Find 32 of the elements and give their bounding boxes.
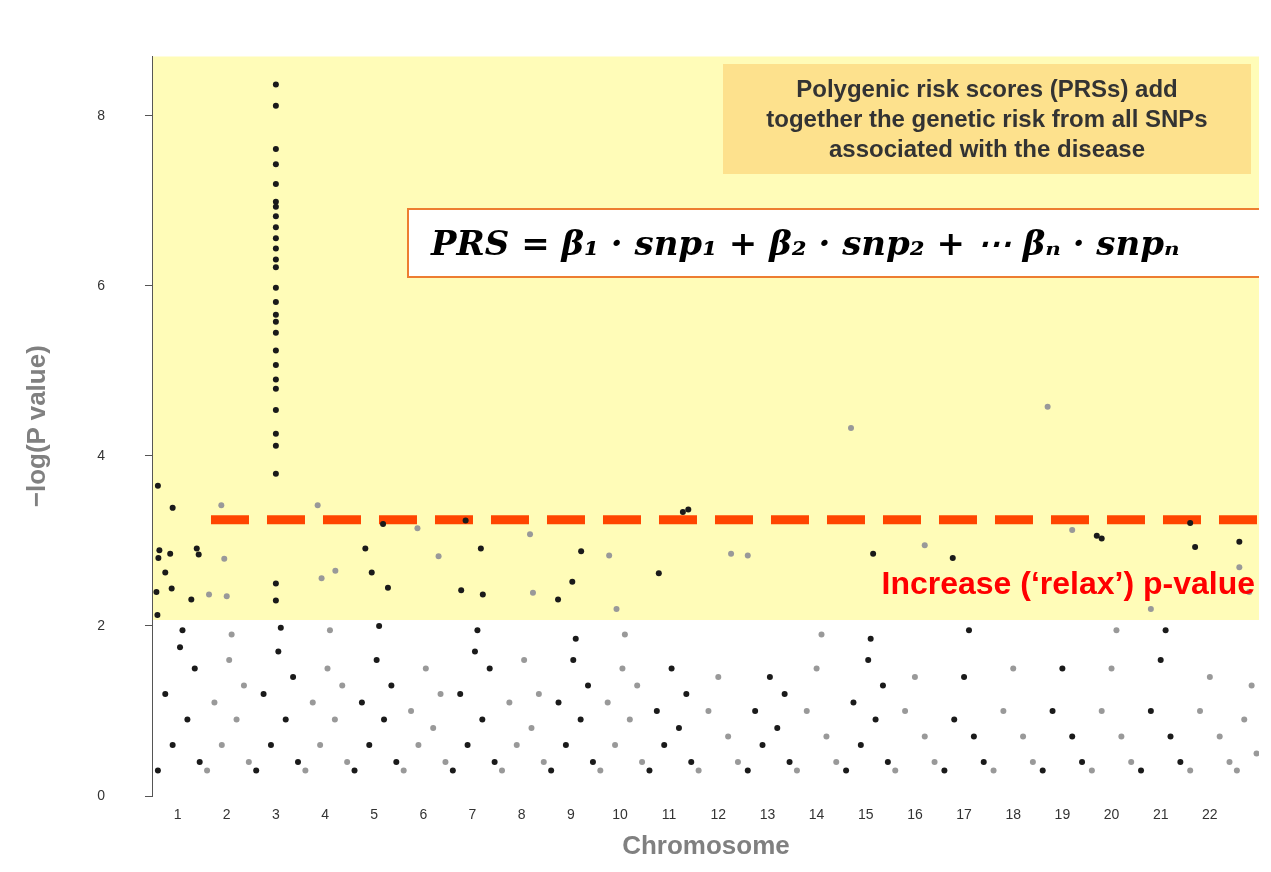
- x-tick-label: 21: [1152, 806, 1169, 823]
- y-tick-label: 2: [97, 616, 106, 633]
- x-tick-label: 15: [857, 806, 874, 823]
- x-axis-title: Chromosome: [622, 829, 790, 860]
- x-tick-label: 5: [370, 806, 379, 823]
- x-tick-label: 7: [468, 806, 477, 823]
- x-tick-label: 22: [1202, 806, 1218, 823]
- x-tick-label: 10: [612, 806, 628, 823]
- callout-box: Polygenic risk scores (PRSs) add together the genetic risk from all SNPs associated with the disease: [723, 64, 1251, 175]
- x-tick-label: 18: [1005, 806, 1022, 823]
- y-tick-label: 4: [97, 446, 106, 463]
- y-axis-title: −log(P value): [20, 345, 51, 508]
- x-tick-label: 2: [222, 806, 231, 823]
- x-tick-label: 17: [956, 806, 973, 823]
- x-tick-label: 19: [1054, 806, 1071, 823]
- y-tick-label: 0: [97, 786, 106, 803]
- annotation: Increase (‘relax’) p-value: [881, 564, 1255, 604]
- x-tick-label: 20: [1103, 806, 1120, 823]
- x-tick-label: 11: [661, 806, 677, 823]
- x-tick-label: 12: [710, 806, 727, 823]
- x-tick-label: 8: [517, 806, 526, 823]
- x-tick-label: 3: [271, 806, 280, 823]
- x-tick-label: 13: [759, 806, 776, 823]
- x-tick-label: 6: [419, 806, 428, 823]
- x-tick-label: 1: [173, 806, 182, 823]
- x-tick-label: 16: [907, 806, 923, 823]
- x-tick-label: 14: [808, 806, 825, 823]
- x-tick-label: 9: [566, 806, 575, 823]
- x-tick-label: 4: [321, 806, 330, 823]
- y-tick-label: 6: [97, 276, 106, 293]
- annotation: PRS = β₁ · snp₁ + β₂ · snp₂ + ⋯ βₙ · snpₙ: [406, 208, 1259, 279]
- y-tick-label: 8: [97, 106, 106, 123]
